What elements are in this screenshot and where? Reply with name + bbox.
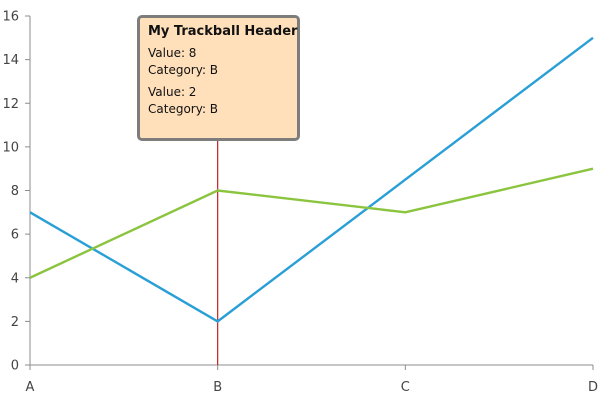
y-tick-label: 0	[11, 359, 19, 374]
y-tick-label: 12	[2, 97, 19, 112]
series-layer	[29, 36, 594, 323]
x-tick-label: C	[401, 380, 410, 395]
y-tick-label: 16	[2, 10, 19, 25]
axes: 0 2 4 6 8 10 12 14 16 A B C D	[2, 10, 598, 396]
y-tick-label: 14	[2, 53, 19, 68]
trackball-category: Category: B	[148, 102, 219, 116]
y-tick-label: 8	[11, 184, 19, 199]
y-tick-label: 2	[11, 315, 19, 330]
trackball-header: My Trackball Header	[148, 24, 298, 39]
x-tick-label: A	[26, 380, 35, 395]
trackball-value: Value: 2	[148, 85, 197, 99]
trackball-entry: Value: 8 Category: B	[148, 45, 289, 79]
y-tick-label: 6	[11, 228, 19, 243]
trackball-entry: Value: 2 Category: B	[148, 84, 289, 118]
x-tick-label: D	[588, 380, 598, 395]
x-tick-label: B	[213, 380, 222, 395]
trackball-value: Value: 8	[148, 46, 197, 60]
y-tick-label: 4	[11, 271, 19, 286]
trackball-tooltip: My Trackball Header Value: 8 Category: B…	[137, 15, 300, 141]
trackball-category: Category: B	[148, 63, 219, 77]
series-line-1	[29, 36, 594, 323]
y-tick-label: 10	[2, 140, 19, 155]
series-line-2	[29, 167, 594, 279]
